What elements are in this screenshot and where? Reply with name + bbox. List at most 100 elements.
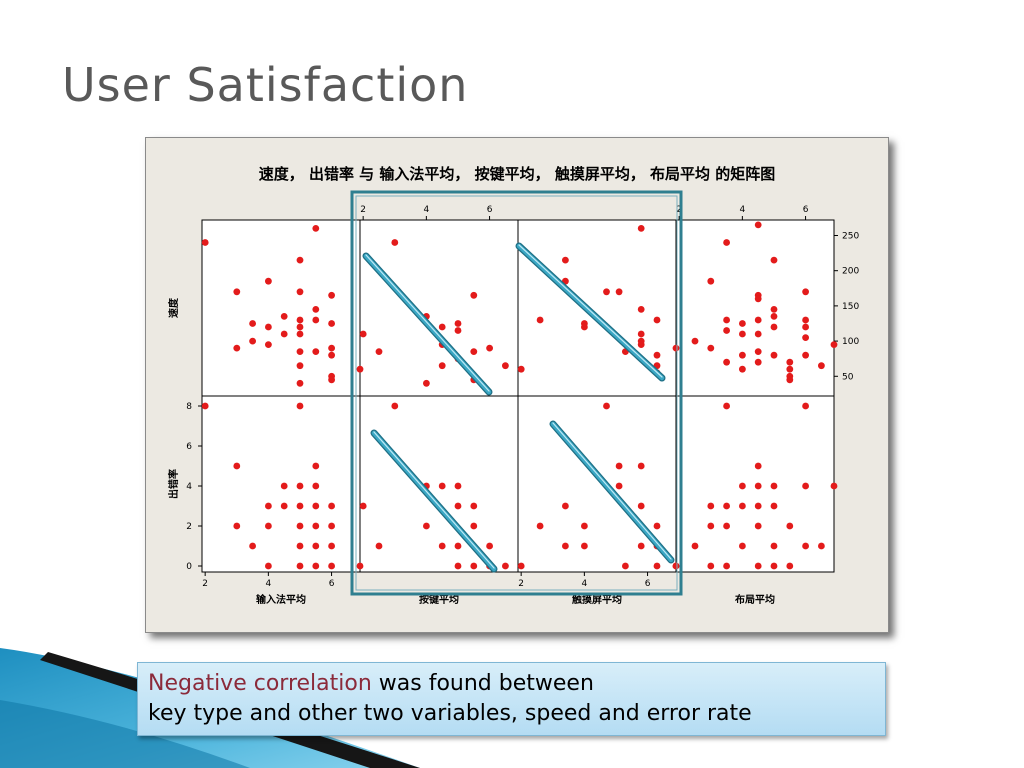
x-tick-label: 4 xyxy=(581,579,587,589)
data-point xyxy=(770,313,778,320)
data-point xyxy=(233,288,241,296)
x-tick-label: 6 xyxy=(645,579,651,589)
data-point xyxy=(454,327,462,334)
x-tick-label: 2 xyxy=(676,205,682,215)
x-tick-label: 6 xyxy=(329,579,335,589)
x-axis-label: 输入法平均 xyxy=(256,593,306,606)
y-tick-label: 150 xyxy=(842,302,859,312)
data-point xyxy=(423,522,430,530)
data-point xyxy=(296,323,304,331)
data-point xyxy=(786,365,794,373)
data-point xyxy=(356,562,364,570)
data-point xyxy=(265,562,272,570)
data-point xyxy=(296,330,304,338)
conclusion-callout: Negative correlation was found between k… xyxy=(137,662,886,736)
data-point xyxy=(707,502,715,510)
y-tick-label: 200 xyxy=(842,267,859,277)
data-point xyxy=(754,522,762,530)
data-point xyxy=(754,502,762,510)
chart-title: 速度， 出错率 与 输入法平均， 按键平均， 触摸屏平均， 布局平均 的矩阵图 xyxy=(259,165,776,183)
slide-title: User Satisfaction xyxy=(62,58,469,112)
data-point xyxy=(603,288,610,296)
data-point xyxy=(622,562,629,570)
data-point xyxy=(770,562,778,570)
data-point xyxy=(280,313,288,320)
data-point xyxy=(754,295,762,303)
trend-line xyxy=(516,243,665,381)
data-point xyxy=(615,462,623,470)
data-point xyxy=(581,542,588,550)
data-point xyxy=(770,256,778,264)
data-point xyxy=(615,482,623,490)
data-point xyxy=(637,542,645,550)
data-point xyxy=(818,542,825,550)
data-point xyxy=(786,522,794,530)
slide-corner-decoration xyxy=(0,648,420,768)
x-tick-label: 2 xyxy=(360,205,366,215)
corner-swoosh-deep xyxy=(0,700,250,768)
data-point xyxy=(637,341,645,348)
data-point xyxy=(754,462,762,470)
data-point xyxy=(754,358,762,366)
x-tick-label: 4 xyxy=(739,205,745,215)
data-point xyxy=(754,316,762,324)
x-tick-label: 4 xyxy=(423,205,429,215)
data-point xyxy=(723,562,730,570)
data-point xyxy=(723,402,730,410)
data-point xyxy=(296,542,304,550)
y-tick-label: 0 xyxy=(186,562,192,572)
data-point xyxy=(328,542,335,550)
data-point xyxy=(830,482,838,490)
data-point xyxy=(454,562,462,570)
data-point xyxy=(770,306,778,313)
data-point xyxy=(653,316,661,324)
scatterplot-matrix: 速度， 出错率 与 输入法平均， 按键平均， 触摸屏平均， 布局平均 的矩阵图 2… xyxy=(167,165,859,606)
data-point xyxy=(739,502,746,510)
data-point xyxy=(233,522,241,530)
data-point xyxy=(723,327,730,334)
trend-line-highlight xyxy=(365,254,490,392)
trend-line-highlight xyxy=(518,244,663,378)
data-point xyxy=(637,462,645,470)
data-point xyxy=(486,344,493,352)
data-point xyxy=(802,402,809,410)
data-point xyxy=(723,358,730,366)
x-axis-label: 布局平均 xyxy=(735,593,775,606)
data-point xyxy=(391,239,399,246)
data-point xyxy=(454,502,462,510)
data-point xyxy=(249,337,256,345)
data-point xyxy=(328,344,335,352)
data-point xyxy=(739,320,746,327)
data-point xyxy=(754,482,762,490)
data-point xyxy=(470,348,478,355)
data-point xyxy=(470,502,478,510)
data-point xyxy=(672,562,680,570)
x-tick-label: 4 xyxy=(265,579,271,589)
data-point xyxy=(754,562,762,570)
data-point xyxy=(653,522,661,530)
data-point xyxy=(802,482,809,490)
x-axis-label: 按键平均 xyxy=(419,593,459,606)
data-point xyxy=(265,277,272,285)
y-tick-label: 2 xyxy=(186,522,192,532)
x-tick-label: 6 xyxy=(487,205,493,215)
data-point xyxy=(328,376,335,384)
data-point xyxy=(296,522,304,530)
y-tick-label: 4 xyxy=(186,482,192,492)
callout-highlight: Negative correlation xyxy=(148,671,372,696)
data-point xyxy=(615,288,623,296)
data-point xyxy=(312,502,320,510)
x-tick-label: 6 xyxy=(803,205,809,215)
data-point xyxy=(280,330,288,338)
data-point xyxy=(438,362,446,370)
data-point xyxy=(438,542,446,550)
data-point xyxy=(739,351,746,359)
data-point xyxy=(707,277,715,285)
y-tick-label: 6 xyxy=(186,442,192,452)
data-point xyxy=(312,348,320,355)
data-point xyxy=(770,482,778,490)
data-point xyxy=(739,542,746,550)
data-point xyxy=(723,316,730,324)
data-point xyxy=(470,522,478,530)
data-point xyxy=(770,542,778,550)
